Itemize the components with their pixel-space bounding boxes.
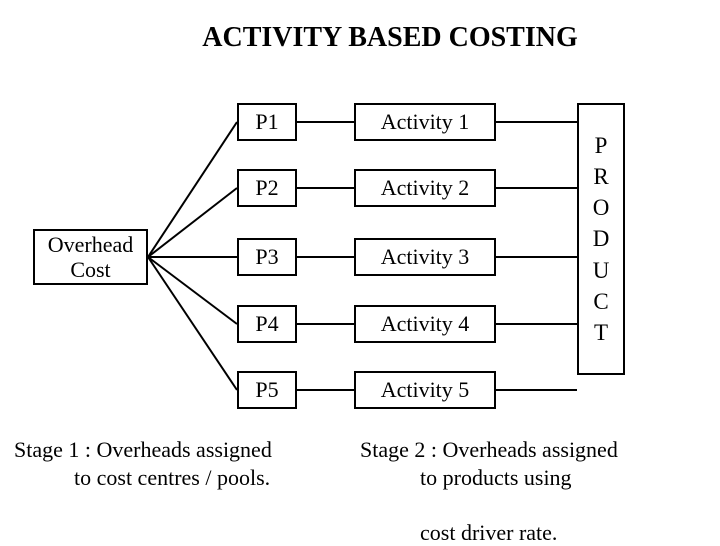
stage2-line1: Stage 2 : Overheads assigned — [360, 437, 618, 462]
stage1-caption: Stage 1 : Overheads assigned to cost cen… — [14, 436, 272, 491]
product-letter-1: R — [593, 161, 608, 192]
pool-box-4: P4 — [237, 305, 297, 343]
product-letter-6: T — [594, 317, 608, 348]
overhead-line1: Overhead — [48, 232, 134, 257]
stage2-line3: cost driver rate. — [360, 519, 618, 546]
activity-box-1: Activity 1 — [354, 103, 496, 141]
product-letter-4: U — [593, 255, 610, 286]
pool-box-2: P2 — [237, 169, 297, 207]
overhead-cost-box: Overhead Cost — [33, 229, 148, 285]
pool-box-1: P1 — [237, 103, 297, 141]
product-letter-2: O — [593, 192, 610, 223]
activity-box-4: Activity 4 — [354, 305, 496, 343]
activity-box-3: Activity 3 — [354, 238, 496, 276]
activity-box-2: Activity 2 — [354, 169, 496, 207]
stage1-line1: Stage 1 : Overheads assigned — [14, 437, 272, 462]
pool-box-5: P5 — [237, 371, 297, 409]
stage2-line2: to products using — [360, 464, 618, 492]
stage2-caption: Stage 2 : Overheads assigned to products… — [360, 436, 618, 546]
product-letter-3: D — [593, 223, 610, 254]
stage1-line2: to cost centres / pools. — [14, 464, 272, 492]
pool-box-3: P3 — [237, 238, 297, 276]
overhead-line2: Cost — [70, 257, 110, 282]
product-letter-0: P — [595, 130, 608, 161]
product-letter-5: C — [593, 286, 608, 317]
product-box: PRODUCT — [577, 103, 625, 375]
activity-box-5: Activity 5 — [354, 371, 496, 409]
page-title: ACTIVITY BASED COSTING — [0, 22, 720, 54]
